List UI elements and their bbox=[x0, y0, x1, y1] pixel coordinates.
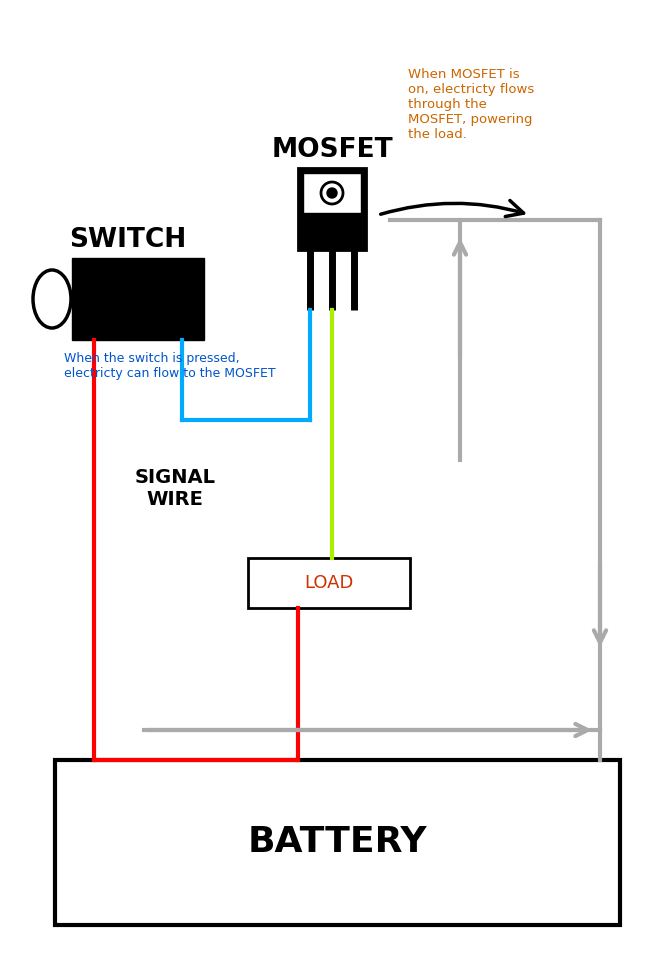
Circle shape bbox=[321, 182, 343, 204]
Bar bbox=[248, 558, 410, 608]
Bar bbox=[55, 760, 620, 925]
Text: SWITCH: SWITCH bbox=[69, 227, 186, 253]
Text: When the switch is pressed,
electricty can flow to the MOSFET: When the switch is pressed, electricty c… bbox=[64, 352, 276, 380]
Bar bbox=[298, 168, 366, 250]
Circle shape bbox=[327, 188, 337, 198]
Bar bbox=[72, 258, 204, 340]
Text: BATTERY: BATTERY bbox=[248, 826, 428, 860]
Text: LOAD: LOAD bbox=[305, 574, 353, 592]
Ellipse shape bbox=[33, 270, 71, 328]
Text: When MOSFET is
on, electricty flows
through the
MOSFET, powering
the load.: When MOSFET is on, electricty flows thro… bbox=[408, 68, 534, 141]
Text: SIGNAL
WIRE: SIGNAL WIRE bbox=[134, 468, 216, 509]
Text: MOSFET: MOSFET bbox=[271, 137, 393, 163]
Bar bbox=[303, 173, 361, 213]
